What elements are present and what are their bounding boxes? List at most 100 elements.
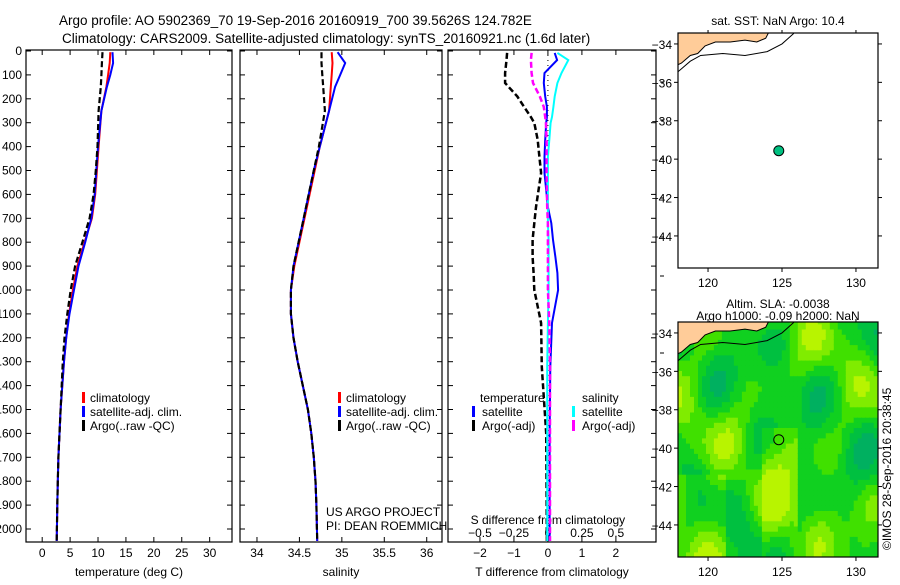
sla-cell (789, 463, 795, 470)
sla-cell (793, 443, 799, 449)
sla-cell (825, 510, 831, 517)
sla-cell (853, 463, 859, 470)
sla-cell (682, 474, 687, 480)
sla-cell (765, 531, 771, 537)
sla-cell (745, 432, 751, 439)
sla-cell (749, 437, 755, 444)
sla-cell (682, 551, 687, 557)
sla-cell (698, 448, 703, 454)
sla-cell (741, 349, 747, 356)
sla-cell (865, 520, 871, 527)
sla-cell (833, 354, 839, 361)
sla-cell (678, 396, 683, 403)
sla-cell (837, 520, 843, 527)
sla-cell (690, 422, 695, 428)
sla-cell (781, 365, 787, 371)
sla-cell (845, 375, 851, 382)
sla-cell (721, 411, 727, 418)
sla-cell (829, 468, 835, 475)
sla-cell (702, 339, 707, 346)
sla-cell (698, 531, 703, 537)
sla-cell (702, 411, 707, 418)
sla-cell (849, 458, 855, 465)
legend-label-argo: Argo(..raw -QC) (346, 419, 431, 433)
sla-cell (717, 334, 723, 340)
sla-cell (829, 411, 835, 418)
sla-cell (694, 479, 699, 485)
sla-cell (801, 494, 807, 501)
sla-cell (869, 458, 875, 465)
sla-cell (686, 411, 691, 418)
sla-cell (813, 380, 819, 387)
sla-cell (853, 520, 859, 527)
sla-cell (721, 453, 727, 460)
sla-cell (765, 334, 771, 340)
sla-cell (757, 520, 763, 527)
sla-cell (801, 510, 807, 517)
sla-cell (741, 365, 747, 371)
sla-cell (769, 437, 775, 444)
sla-cell (686, 474, 691, 480)
sla-cell (805, 432, 811, 439)
sla-cell (682, 505, 687, 511)
sla-cell (733, 536, 739, 543)
sla-cell (682, 427, 687, 434)
sla-cell (706, 422, 711, 428)
sla-cell (789, 541, 795, 548)
sla-cell (849, 437, 855, 444)
sla-cell (749, 468, 755, 475)
sla-cell (841, 328, 847, 335)
sla-cell (781, 541, 787, 548)
sla-cell (737, 411, 743, 418)
sla-cell (845, 322, 851, 325)
sla-cell (785, 536, 791, 543)
sla-cell (873, 551, 878, 557)
sla-cell (769, 515, 775, 522)
sla-cell (741, 515, 747, 522)
credit-pi: PI: DEAN ROEMMICH (326, 519, 447, 533)
float-location-marker (773, 145, 785, 157)
sla-cell (809, 370, 815, 377)
sla-cell (841, 541, 847, 548)
sla-cell (753, 354, 759, 361)
sla-cell (761, 494, 767, 501)
sla-cell (869, 391, 875, 397)
sla-cell (761, 391, 767, 397)
sla-cell (773, 494, 779, 501)
sla-cell (841, 546, 847, 553)
sla-cell (757, 458, 763, 465)
sla-cell (857, 458, 863, 465)
sla-cell (801, 463, 807, 470)
sla-cell (729, 396, 735, 403)
sla-cell (841, 489, 847, 496)
sla-cell (729, 489, 735, 496)
sla-cell (717, 380, 723, 387)
sla-cell (821, 427, 827, 434)
sla-cell (721, 344, 727, 351)
sla-cell (702, 525, 707, 532)
sla-cell (801, 458, 807, 465)
sla-cell (861, 453, 867, 460)
sla-cell (833, 510, 839, 517)
sla-cell (789, 322, 795, 325)
sla-cell (678, 448, 683, 454)
sla-cell (698, 422, 703, 428)
sla-cell (845, 360, 851, 366)
sla-cell (753, 448, 759, 454)
sla-cell (869, 468, 875, 475)
sla-cell (809, 515, 815, 522)
depth-tick-label: 1300 (0, 355, 22, 369)
sla-cell (717, 468, 723, 475)
sla-cell (785, 432, 791, 439)
sla-cell (829, 541, 835, 548)
sla-cell (861, 484, 867, 491)
sla-cell (777, 551, 783, 557)
sla-cell (725, 448, 731, 454)
sla-cell (702, 484, 707, 491)
sla-cell (869, 380, 875, 387)
map-title: sat. SST: NaN Argo: 10.4 (711, 14, 845, 28)
sla-cell (733, 515, 739, 522)
sla-cell (741, 417, 747, 423)
sla-cell (837, 328, 843, 335)
sla-cell (789, 432, 795, 439)
